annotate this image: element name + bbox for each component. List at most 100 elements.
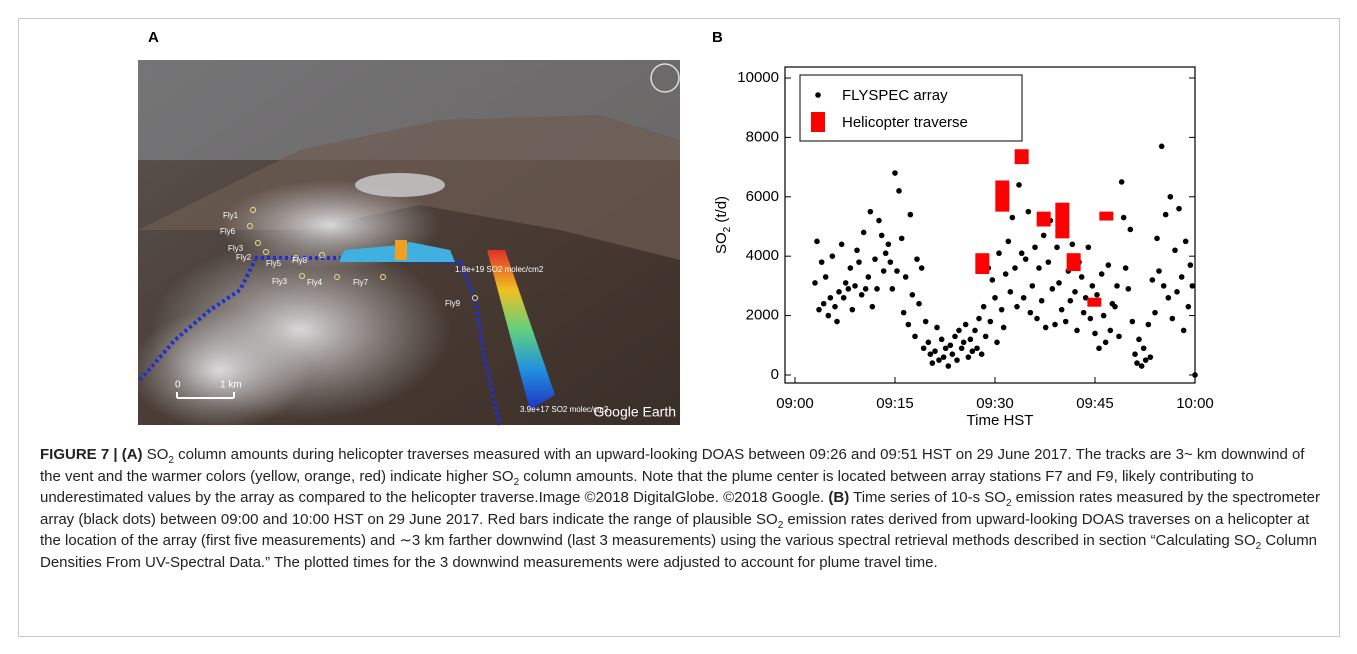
legend-label: Helicopter traverse [842, 114, 968, 131]
data-point [1038, 297, 1045, 304]
data-point [1000, 324, 1007, 331]
data-point [869, 303, 876, 310]
data-point [1036, 265, 1042, 271]
track [138, 259, 257, 382]
data-point [820, 300, 827, 307]
data-point [1062, 318, 1069, 325]
data-point [854, 247, 860, 254]
data-point [892, 170, 898, 176]
data-point [1080, 309, 1087, 316]
data-point [1016, 182, 1022, 188]
range-bar [1036, 211, 1051, 227]
x-tick-label: 09:45 [1076, 395, 1114, 412]
y-tick-label: 8000 [746, 128, 779, 145]
data-point [918, 265, 925, 271]
data-point [847, 265, 854, 271]
data-point [1058, 306, 1065, 313]
data-point [1112, 303, 1118, 310]
panel-label: B [712, 29, 723, 46]
data-point [1022, 256, 1029, 262]
caption-text: emission rates measured by the spectrome… [40, 489, 1320, 528]
data-point [1129, 318, 1136, 325]
y-label-part: (t/d) [713, 196, 730, 227]
data-point [872, 256, 878, 262]
data-point [965, 354, 972, 360]
data-point [838, 241, 845, 248]
data-point [1040, 232, 1047, 239]
y-label-subscript: 2 [722, 226, 733, 232]
data-point [1092, 330, 1098, 337]
data-point [822, 274, 829, 280]
caption-bold: FIGURE 7 | (A) [40, 446, 143, 463]
data-point [998, 306, 1005, 313]
caption-subscript: 2 [1255, 541, 1262, 553]
data-point [1142, 357, 1149, 363]
data-point [1027, 309, 1034, 316]
caption-text: Time series of 10-s SO [849, 489, 1006, 507]
caption-bold: (B) [828, 489, 850, 507]
data-point [867, 208, 874, 215]
station-label: Fly8 [292, 256, 308, 265]
data-point [912, 333, 918, 340]
data-point [1136, 336, 1142, 343]
data-point [825, 312, 832, 319]
data-point [1105, 262, 1112, 268]
y-tick-label: 10000 [737, 69, 779, 86]
data-point [1087, 315, 1094, 322]
data-point [832, 303, 838, 310]
data-point [1134, 360, 1140, 366]
data-point [1116, 333, 1122, 340]
data-point [1138, 363, 1145, 369]
data-point [1187, 262, 1194, 268]
station-label: Fly3 [228, 244, 244, 253]
data-point [1160, 283, 1167, 289]
plot-frame [784, 66, 1196, 384]
data-point [1014, 303, 1020, 310]
scale-label: 1 km [220, 380, 242, 391]
data-point [1098, 271, 1105, 277]
data-point [989, 277, 996, 283]
data-point [1169, 315, 1176, 322]
data-point [1045, 259, 1052, 265]
caption-subscript: 2 [168, 455, 174, 466]
data-point [845, 286, 852, 292]
data-point [1002, 271, 1009, 277]
data-point [1018, 250, 1025, 257]
caption-subscript: 2 [1005, 498, 1012, 510]
data-point [1052, 321, 1058, 328]
data-point [982, 333, 989, 340]
legend-marker [811, 112, 825, 132]
y-tick-label: 6000 [746, 188, 779, 205]
data-point [1074, 327, 1080, 334]
data-point [834, 318, 840, 325]
range-bar [1087, 297, 1102, 307]
caption-text: emission rates derived from upward-looki… [40, 510, 1310, 550]
data-point [880, 268, 887, 274]
data-point [909, 291, 916, 298]
data-point [1178, 274, 1185, 280]
legend-label: FLYSPEC array [842, 87, 948, 104]
data-point [962, 321, 969, 328]
data-point [860, 229, 867, 236]
data-point [929, 360, 936, 366]
concentration-ribbon [487, 250, 555, 410]
data-point [1078, 274, 1085, 280]
colorbar-label: 3.9e+17 SO2 molec/cm2 [520, 405, 609, 414]
data-point [900, 309, 907, 316]
data-point [856, 259, 862, 265]
data-point [894, 268, 900, 274]
data-point [934, 324, 940, 331]
data-point [1005, 238, 1012, 245]
station-label: Fly3 [272, 277, 288, 286]
data-point [960, 339, 967, 346]
data-point [874, 286, 880, 292]
data-point [938, 336, 945, 343]
data-point [887, 259, 894, 265]
station-marker [293, 255, 299, 261]
station-label: Fly9 [445, 299, 461, 308]
data-point [945, 363, 952, 369]
data-point [1122, 265, 1129, 271]
station-marker [380, 274, 386, 280]
data-point [1114, 283, 1120, 289]
